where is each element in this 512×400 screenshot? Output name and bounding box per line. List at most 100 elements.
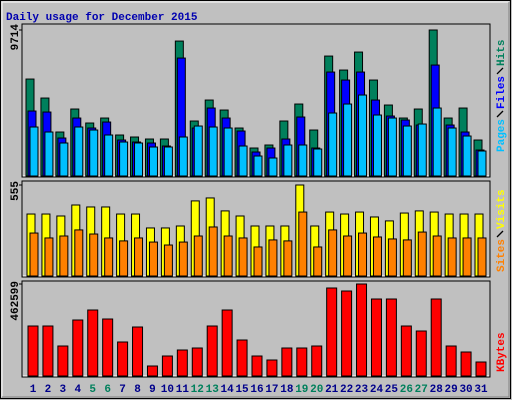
bar <box>163 244 173 277</box>
legend-label: Hits <box>496 40 508 66</box>
bar <box>119 141 129 177</box>
bar <box>193 235 203 277</box>
bar <box>356 283 368 377</box>
bar <box>238 145 248 177</box>
x-tick-label: 11 <box>176 384 190 396</box>
x-tick-label: 30 <box>459 384 472 396</box>
legend-label: Files <box>496 76 508 109</box>
x-tick-label: 29 <box>445 384 458 396</box>
bar <box>117 341 129 377</box>
x-tick-label: 3 <box>60 384 67 396</box>
bar <box>208 126 218 177</box>
bar <box>372 114 382 177</box>
bar <box>400 325 412 377</box>
x-tick-label: 5 <box>89 384 96 396</box>
bar <box>370 298 382 377</box>
bar <box>283 240 293 277</box>
bar <box>387 238 397 277</box>
x-tick-label: 27 <box>415 384 428 396</box>
bar <box>27 325 39 377</box>
bar <box>417 123 427 177</box>
bar <box>385 298 397 377</box>
x-tick-label: 17 <box>265 384 278 396</box>
bar <box>74 229 84 277</box>
bar <box>74 126 84 177</box>
bar <box>298 144 308 177</box>
x-tick-label: 8 <box>134 384 141 396</box>
bar <box>178 241 188 277</box>
bar <box>402 239 412 277</box>
x-tick-label: 6 <box>104 384 111 396</box>
bar <box>402 125 412 177</box>
x-tick-label: 20 <box>310 384 323 396</box>
bar <box>57 345 69 377</box>
y-tick-label: 555 <box>10 181 22 201</box>
bar <box>311 345 323 377</box>
bar <box>238 237 248 277</box>
bar <box>372 236 382 277</box>
bar <box>313 148 323 177</box>
bar <box>87 309 99 377</box>
x-tick-label: 22 <box>340 384 353 396</box>
bar <box>447 237 457 277</box>
bar <box>42 325 54 377</box>
bar <box>223 235 233 277</box>
bar <box>44 131 54 177</box>
bar <box>59 142 69 177</box>
bar <box>432 107 442 177</box>
bar <box>283 144 293 177</box>
x-tick-label: 9 <box>149 384 156 396</box>
bar <box>462 237 472 277</box>
x-tick-label: 18 <box>280 384 294 396</box>
bar <box>328 229 338 277</box>
bar <box>387 117 397 177</box>
x-tick-label: 16 <box>250 384 263 396</box>
x-tick-label: 28 <box>430 384 444 396</box>
bar <box>445 345 457 377</box>
legend-separator <box>496 110 504 118</box>
x-tick-label: 24 <box>370 384 384 396</box>
bar <box>328 112 338 177</box>
bar <box>104 134 114 177</box>
bar <box>223 127 233 177</box>
bar <box>206 325 218 377</box>
bar <box>326 287 338 377</box>
bar <box>253 155 263 177</box>
x-tick-label: 31 <box>474 384 488 396</box>
bar <box>104 237 114 277</box>
x-tick-label: 10 <box>161 384 174 396</box>
bar <box>343 103 353 177</box>
bar <box>358 232 368 277</box>
bar <box>462 135 472 177</box>
x-tick-label: 25 <box>385 384 399 396</box>
bar <box>193 125 203 177</box>
bar <box>268 157 278 177</box>
x-tick-label: 2 <box>45 384 52 396</box>
bar <box>89 233 99 277</box>
x-tick-label: 4 <box>74 384 81 396</box>
bar <box>266 359 278 377</box>
legend-label: KBytes <box>496 332 508 372</box>
bar <box>341 290 353 377</box>
chart-title: Daily usage for December 2015 <box>6 12 198 24</box>
bar <box>29 232 39 277</box>
bar <box>281 347 293 377</box>
bar <box>119 240 129 277</box>
legend-separator <box>496 67 504 75</box>
bar <box>89 129 99 177</box>
bar <box>477 237 487 277</box>
bar <box>176 349 188 377</box>
x-tick-label: 26 <box>400 384 413 396</box>
bar <box>163 146 173 177</box>
bar <box>460 351 472 377</box>
bar <box>415 330 427 377</box>
legend-label: Pages <box>496 119 508 152</box>
bar <box>251 355 263 377</box>
y-tick-label: 462599 <box>10 281 22 321</box>
bar <box>447 127 457 177</box>
bar <box>358 94 368 177</box>
